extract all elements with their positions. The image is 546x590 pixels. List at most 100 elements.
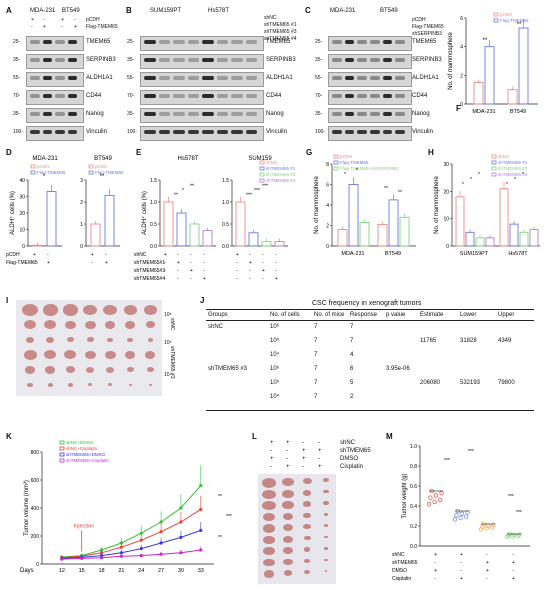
y-tick-label: 40: [19, 178, 25, 184]
y-axis-label: No. of mammosphere: [434, 176, 440, 234]
protein-band: [30, 94, 40, 98]
protein-band: [55, 58, 65, 62]
y-tick-label: 600: [31, 478, 40, 484]
blot-strip: [328, 108, 412, 123]
bar: [359, 221, 370, 247]
legend-swatch: [333, 160, 339, 165]
legend-entry: shTMEM65 #1: [498, 160, 528, 165]
y-tick-label: 2: [460, 73, 463, 79]
table-cell: 10⁴: [270, 352, 280, 358]
protein-band: [42, 94, 52, 98]
protein-band: [30, 112, 40, 116]
protein-band: [332, 40, 342, 44]
table-cell: 10⁵: [270, 338, 280, 344]
y-tick-label: 0.0: [150, 244, 157, 250]
legend-swatch: [493, 12, 499, 17]
row-label: Cisplatin: [392, 576, 411, 582]
sign: -: [177, 252, 179, 258]
sign: -: [61, 24, 63, 30]
protein-band: [357, 130, 367, 134]
protein-band: [395, 94, 405, 98]
sign: +: [302, 448, 306, 454]
marker-label: TMEM65: [266, 39, 291, 45]
x-tick-label: 12: [59, 568, 65, 574]
legend-entry: shTMEM65 #4: [266, 178, 296, 183]
sign: -: [105, 252, 107, 258]
bar: [90, 223, 101, 247]
data-point: [464, 514, 469, 519]
tumor: [262, 512, 276, 522]
protein-band: [231, 58, 243, 62]
marker-label: ALDH1A1: [266, 75, 293, 81]
protein-band: [55, 40, 65, 44]
sign: -: [275, 268, 277, 274]
cell-line-label: BT549: [62, 8, 80, 14]
tumor: [323, 478, 329, 483]
tumor: [107, 337, 113, 342]
panel-label: I: [6, 296, 9, 305]
table-cell: shNC: [208, 324, 224, 330]
legend-entry: shNC+DMSO: [66, 440, 94, 445]
significance: ***: [468, 449, 474, 455]
y-tick-label: 0.0: [410, 544, 417, 550]
row-label: shTMEM65 #4: [264, 36, 297, 42]
protein-band: [231, 112, 243, 116]
tumor: [23, 350, 37, 360]
tumor: [262, 478, 276, 488]
protein-band: [55, 76, 65, 80]
cell-line-label: Hs578T: [208, 8, 230, 14]
protein-band: [158, 112, 170, 116]
tumor: [42, 304, 58, 316]
protein-band: [144, 130, 156, 134]
protein-band: [42, 76, 52, 80]
sign: -: [236, 268, 238, 274]
data-point: [439, 491, 444, 496]
protein-band: [173, 58, 185, 62]
protein-band: [395, 112, 405, 116]
tumor: [304, 570, 310, 575]
x-tick-label: 24: [138, 568, 144, 574]
tumor: [47, 382, 53, 387]
sign: -: [262, 252, 264, 258]
molecular-weight: 55-: [13, 75, 21, 81]
tumor: [62, 304, 78, 316]
tumor: [127, 337, 133, 342]
protein-band: [370, 58, 380, 62]
tumor: [302, 501, 312, 507]
series-line: [61, 529, 201, 559]
data-point: [452, 517, 458, 522]
series-line: [61, 508, 202, 559]
data-point: [428, 495, 433, 500]
y-tick-label: 1.0: [222, 200, 229, 206]
tumor: [24, 320, 36, 330]
protein-band: [67, 76, 77, 80]
tumor: [44, 350, 56, 360]
protein-band: [245, 112, 257, 116]
row-label: Cisplatin: [340, 464, 364, 470]
protein-band: [382, 94, 393, 98]
protein-band: [370, 94, 380, 98]
sign: +: [286, 440, 290, 446]
legend-entry: pCDH: [340, 154, 352, 159]
protein-band: [344, 130, 355, 134]
sign: +: [460, 576, 463, 582]
tumor: [302, 478, 312, 485]
bar: [509, 223, 519, 247]
tumor: [323, 489, 329, 494]
sign: -: [434, 576, 436, 582]
sign: -: [177, 276, 179, 282]
sign: -: [318, 440, 320, 446]
blot-strip: [26, 36, 84, 51]
sign: +: [74, 24, 77, 30]
table-cell: 4: [350, 352, 354, 358]
row-label: shTMEM65 #1: [264, 22, 297, 28]
x-row-label: shNC: [134, 252, 147, 258]
bar: [485, 237, 495, 247]
sign: +: [302, 456, 306, 462]
y-tick-label: 0.2: [410, 524, 417, 530]
chart-subtitle: BT549: [94, 156, 112, 162]
group-label: shNC: [169, 318, 175, 331]
tumor-photo: [258, 474, 336, 584]
protein-band: [382, 58, 393, 62]
protein-band: [344, 58, 355, 62]
